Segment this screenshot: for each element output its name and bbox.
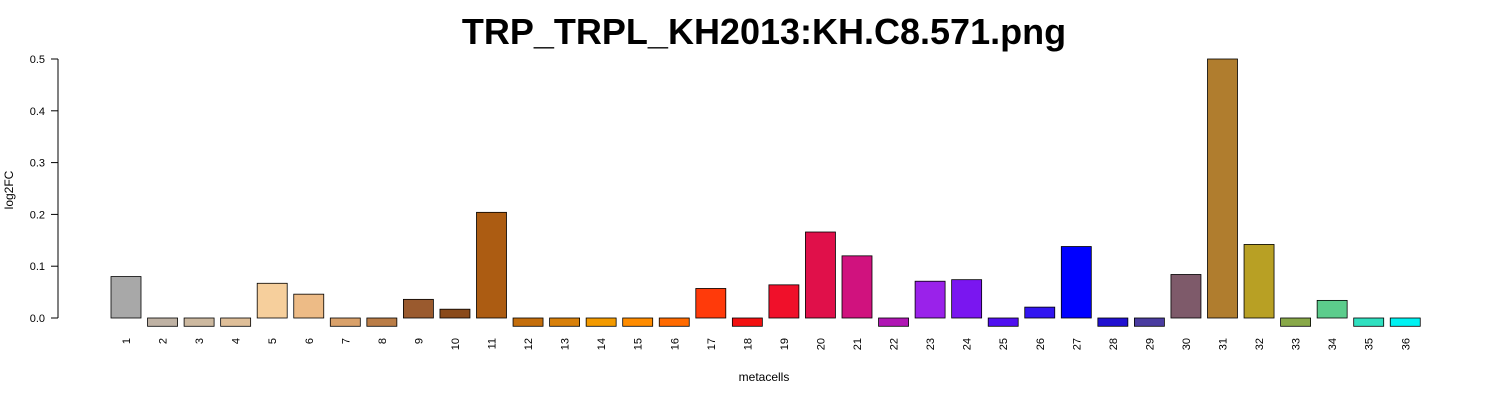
bar-22 [878, 317, 909, 327]
y-tick-label: 0.2 [30, 209, 45, 221]
x-tick-label: 34 [1327, 338, 1339, 350]
bar-32 [1243, 244, 1275, 319]
bar-4 [220, 317, 252, 327]
bar-27 [1060, 246, 1092, 319]
x-tick-label: 7 [340, 338, 352, 344]
bar-16 [658, 317, 690, 327]
y-tick-label: 0.5 [30, 54, 45, 66]
x-tick-label: 20 [815, 338, 827, 350]
bar-10 [439, 308, 471, 319]
x-tick-label: 8 [377, 338, 389, 344]
x-tick-label: 35 [1364, 338, 1376, 350]
bar-14 [585, 317, 617, 327]
bar-31 [1207, 58, 1238, 319]
x-tick-label: 24 [962, 338, 974, 350]
x-tick-labels: 1 2 3 4 5 6 7 8 9 10 11 12 13 14 15 16 17 18 19 20 21 22 23 24 2… [121, 338, 1412, 350]
y-axis-label: log2FC [2, 170, 16, 209]
bar-19 [768, 284, 800, 319]
y-tick-label: 0.3 [30, 158, 45, 170]
x-tick-label: 27 [1071, 338, 1083, 350]
x-tick-label: 6 [304, 338, 316, 344]
bar-1 [110, 276, 142, 319]
bar-9 [402, 298, 434, 319]
bar-29 [1134, 317, 1165, 327]
x-tick-label: 3 [194, 338, 206, 344]
y-tick-label: 0.0 [30, 313, 45, 325]
bar-5 [256, 282, 288, 319]
bar-7 [329, 317, 361, 327]
bar-24 [951, 279, 983, 319]
bar-17 [695, 288, 727, 319]
x-tick-label: 12 [523, 338, 535, 350]
bar-21 [841, 255, 873, 319]
x-tick-label: 4 [231, 338, 243, 344]
bar-15 [622, 317, 654, 327]
bar-36 [1389, 317, 1421, 327]
x-tick-label: 25 [998, 338, 1010, 350]
x-tick-label: 5 [267, 338, 279, 344]
x-tick-label: 33 [1291, 338, 1303, 350]
bar-28 [1097, 317, 1129, 327]
bar-3 [183, 317, 215, 327]
x-tick-label: 13 [560, 338, 572, 350]
x-tick-label: 17 [706, 338, 718, 350]
x-tick-label: 14 [596, 338, 608, 350]
bars [110, 58, 1421, 327]
bar-20 [805, 231, 836, 319]
x-tick-label: 29 [1144, 338, 1156, 350]
bar-13 [549, 317, 580, 327]
x-tick-label: 15 [633, 338, 645, 350]
bar-18 [731, 317, 763, 327]
x-tick-label: 30 [1181, 338, 1193, 350]
x-tick-label: 1 [121, 338, 133, 344]
x-tick-label: 23 [925, 338, 937, 350]
x-tick-label: 21 [852, 338, 864, 350]
bar-30 [1170, 274, 1202, 319]
x-tick-label: 26 [1035, 338, 1047, 350]
y-tick-label: 0.1 [30, 261, 45, 273]
y-tick-label: 0.4 [30, 106, 45, 118]
x-tick-label: 16 [669, 338, 681, 350]
bar-35 [1353, 317, 1385, 327]
bar-34 [1316, 299, 1348, 319]
x-tick-label: 18 [742, 338, 754, 350]
bar-26 [1024, 306, 1056, 319]
x-tick-label: 36 [1400, 338, 1412, 350]
chart-title: TRP_TRPL_KH2013:KH.C8.571.png [462, 11, 1066, 52]
bar-8 [366, 317, 398, 327]
x-tick-label: 31 [1218, 338, 1230, 350]
bar-12 [512, 317, 544, 327]
bar-6 [293, 293, 325, 319]
x-tick-label: 32 [1254, 338, 1266, 350]
y-axis: 0.0 0.1 0.2 0.3 0.4 0.5 [30, 54, 59, 325]
bar-23 [914, 280, 946, 319]
bar-2 [147, 317, 178, 327]
x-tick-label: 11 [487, 338, 499, 349]
x-tick-label: 2 [158, 338, 170, 344]
bar-11 [476, 211, 507, 319]
x-tick-label: 10 [450, 338, 462, 350]
x-tick-label: 28 [1108, 338, 1120, 350]
x-tick-label: 19 [779, 338, 791, 350]
x-tick-label: 9 [413, 338, 425, 344]
bar-33 [1280, 317, 1311, 327]
bar-25 [987, 317, 1019, 327]
x-axis-label: metacells [739, 370, 790, 384]
x-tick-label: 22 [889, 338, 901, 350]
